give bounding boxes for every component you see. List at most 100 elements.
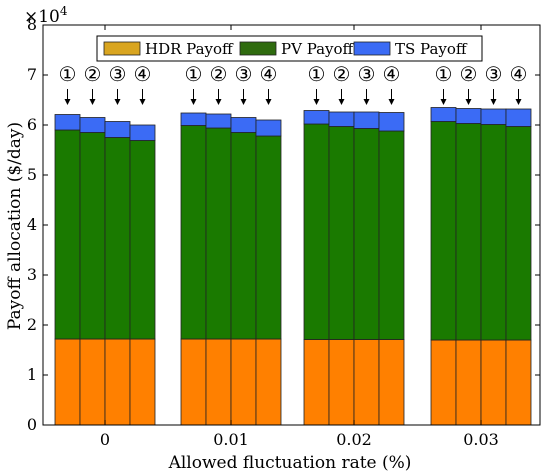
case-marker: ④ [510, 62, 528, 86]
case-marker: ③ [235, 62, 253, 86]
bar-segment-pv-payoff [230, 132, 257, 340]
case-arrow-head [64, 99, 71, 105]
case-marker: ② [460, 62, 478, 86]
bar-segment-ts-payoff [480, 108, 507, 125]
bar-segment-ts-payoff [230, 117, 257, 133]
case-marker: ② [333, 62, 351, 86]
legend-swatch [239, 41, 277, 56]
bar-segment-hdr-payoff [430, 339, 457, 426]
x-tick-label: 0 [100, 430, 110, 449]
case-marker: ③ [485, 62, 503, 86]
y-tick-label: 0 [27, 415, 37, 434]
case-arrow-head [338, 99, 345, 105]
x-tick-label: 0.02 [336, 430, 372, 449]
bar-segment-ts-payoff [378, 112, 405, 132]
case-arrow-head [388, 99, 395, 105]
bar-segment-ts-payoff [180, 112, 207, 126]
bar-segment-ts-payoff [205, 113, 232, 129]
bar-segment-hdr-payoff [255, 338, 282, 426]
case-marker: ② [84, 62, 102, 86]
bar-segment-pv-payoff [255, 135, 282, 340]
bar-segment-ts-payoff [129, 124, 156, 141]
case-marker: ③ [358, 62, 376, 86]
bar-segment-ts-payoff [328, 111, 355, 127]
case-arrow-head [490, 99, 497, 105]
y-axis-title: Payoff allocation ($/day) [5, 122, 25, 330]
legend-label: HDR Payoff [145, 40, 234, 58]
bar-segment-pv-payoff [104, 137, 131, 340]
bar-segment-ts-payoff [505, 108, 532, 127]
y-tick-label: 5 [27, 165, 37, 184]
case-arrow-head [265, 99, 272, 105]
bar-segment-hdr-payoff [54, 338, 81, 426]
case-marker: ④ [134, 62, 152, 86]
y-tick-label: 3 [27, 265, 37, 284]
case-arrow-head [465, 99, 472, 105]
y-axis-exponent: ×104 [24, 4, 68, 27]
case-arrow-head [313, 99, 320, 105]
case-marker: ② [210, 62, 228, 86]
bar-segment-pv-payoff [505, 126, 532, 341]
case-marker: ④ [260, 62, 278, 86]
case-marker: ① [59, 62, 77, 86]
bar-segment-ts-payoff [455, 108, 482, 124]
bar-segment-ts-payoff [79, 117, 106, 133]
case-marker: ① [308, 62, 326, 86]
bar-segment-hdr-payoff [455, 339, 482, 426]
y-tick-label: 2 [27, 315, 37, 334]
stacked-bars [54, 107, 532, 426]
legend-label: PV Payoff [281, 40, 355, 58]
bar-segment-hdr-payoff [180, 338, 207, 426]
y-tick-label: 6 [27, 115, 37, 134]
bar-segment-pv-payoff [378, 130, 405, 340]
bar-segment-ts-payoff [430, 107, 457, 122]
case-arrow-head [139, 99, 146, 105]
case-marker: ④ [383, 62, 401, 86]
bar-segment-hdr-payoff [505, 339, 532, 426]
y-exponent-base: ×10 [24, 7, 60, 27]
case-arrow-head [215, 99, 222, 105]
bar-segment-hdr-payoff [205, 338, 232, 426]
bar-segment-hdr-payoff [230, 338, 257, 426]
bar-segment-hdr-payoff [378, 339, 405, 426]
x-axis-title: Allowed fluctuation rate (%) [168, 453, 412, 473]
bar-segment-hdr-payoff [303, 339, 330, 426]
bar-segment-ts-payoff [104, 121, 131, 138]
case-arrow-head [190, 99, 197, 105]
case-arrow-head [89, 99, 96, 105]
y-tick-label: 1 [27, 365, 37, 384]
bar-segment-ts-payoff [54, 114, 81, 131]
bar-segment-pv-payoff [180, 125, 207, 340]
bar-segment-hdr-payoff [328, 339, 355, 426]
bar-segment-pv-payoff [303, 123, 330, 340]
bar-segment-pv-payoff [455, 123, 482, 341]
bar-segment-pv-payoff [79, 132, 106, 340]
x-tick-label: 0.01 [213, 430, 249, 449]
bar-segment-hdr-payoff [79, 338, 106, 426]
bar-segment-pv-payoff [480, 124, 507, 341]
legend-label: TS Payoff [395, 40, 468, 58]
y-exponent-power: 4 [60, 4, 68, 18]
bar-segment-hdr-payoff [104, 338, 131, 426]
case-marker: ① [185, 62, 203, 86]
axes: 0 0.01 0.02 0.03 0 1 2 3 4 5 6 7 8 [27, 15, 541, 449]
y-tick-label: 7 [27, 65, 37, 84]
bar-segment-pv-payoff [328, 126, 355, 340]
case-arrow-head [240, 99, 247, 105]
bar-segment-hdr-payoff [480, 339, 507, 426]
bar-segment-hdr-payoff [129, 338, 156, 426]
case-arrow-head [363, 99, 370, 105]
bar-segment-hdr-payoff [353, 339, 380, 426]
bar-segment-ts-payoff [353, 111, 380, 129]
case-marker: ③ [109, 62, 127, 86]
bar-segment-pv-payoff [129, 140, 156, 340]
bar-segment-pv-payoff [205, 127, 232, 340]
bar-segment-pv-payoff [54, 129, 81, 340]
legend-box [96, 35, 483, 62]
legend-swatch [103, 41, 141, 56]
case-arrow-head [515, 99, 522, 105]
case-marker: ① [435, 62, 453, 86]
x-tick-label: 0.03 [463, 430, 499, 449]
